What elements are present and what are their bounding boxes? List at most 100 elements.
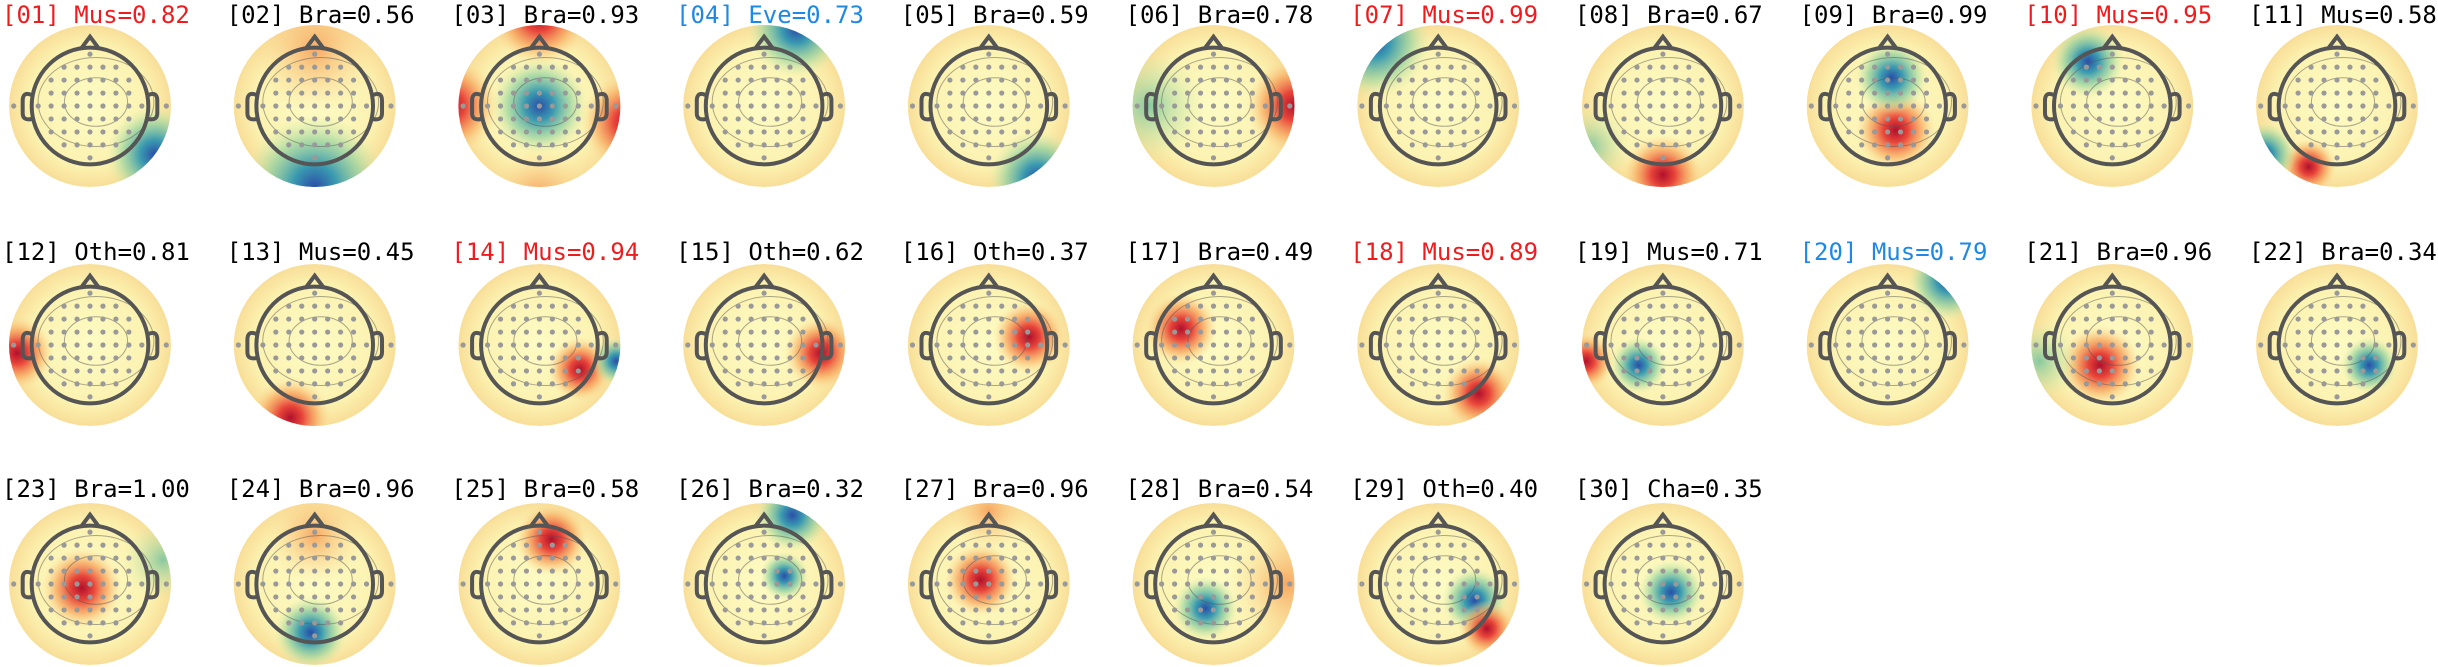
electrode bbox=[312, 568, 318, 574]
electrode bbox=[1660, 581, 1666, 587]
electrode bbox=[1038, 103, 1044, 109]
contour bbox=[1835, 56, 1953, 148]
electrode bbox=[1910, 329, 1917, 335]
electrode bbox=[973, 129, 979, 135]
electrode bbox=[1448, 329, 1454, 335]
electrode bbox=[2334, 142, 2340, 148]
topomap bbox=[2256, 25, 2418, 187]
electrode bbox=[299, 90, 305, 96]
nose bbox=[753, 33, 775, 50]
electrode bbox=[1236, 129, 1243, 135]
electrode bbox=[575, 90, 581, 96]
electrode bbox=[947, 77, 953, 83]
electrode bbox=[1461, 368, 1467, 374]
electrode bbox=[1647, 342, 1653, 348]
electrode bbox=[1396, 581, 1402, 587]
electrode bbox=[960, 568, 966, 574]
electrode bbox=[510, 342, 517, 348]
electrode bbox=[549, 581, 555, 587]
electrode bbox=[1660, 381, 1666, 387]
electrode bbox=[350, 342, 357, 348]
electrode bbox=[350, 368, 357, 374]
electrode bbox=[1461, 64, 1467, 70]
ear bbox=[2267, 91, 2280, 122]
electrode bbox=[1172, 555, 1178, 561]
topomap-blob bbox=[756, 503, 829, 552]
electrode bbox=[2122, 77, 2128, 83]
electrode bbox=[1647, 355, 1653, 361]
electrode bbox=[1435, 329, 1441, 335]
electrode bbox=[1686, 77, 1692, 83]
electrode bbox=[87, 542, 93, 548]
electrode bbox=[1210, 316, 1217, 322]
electrode bbox=[273, 581, 279, 587]
nose bbox=[753, 272, 775, 289]
topomap bbox=[1806, 264, 1969, 426]
electrode bbox=[1885, 51, 1891, 57]
ear bbox=[245, 569, 258, 600]
electrode bbox=[1223, 381, 1230, 387]
head-outline bbox=[1377, 45, 1499, 167]
electrode bbox=[126, 329, 132, 335]
electrode bbox=[1808, 342, 1814, 348]
electrode bbox=[325, 142, 331, 148]
electrode bbox=[735, 607, 741, 613]
electrode bbox=[286, 342, 292, 348]
topomap-blob bbox=[760, 551, 809, 601]
electrode bbox=[1686, 381, 1692, 387]
contour bbox=[1187, 77, 1252, 127]
electrode bbox=[1461, 116, 1467, 122]
electrode bbox=[74, 368, 80, 374]
ear bbox=[821, 91, 834, 122]
electrode bbox=[286, 581, 292, 587]
contour bbox=[37, 295, 155, 387]
electrode bbox=[338, 594, 344, 600]
electrode bbox=[722, 316, 728, 322]
electrode bbox=[536, 342, 543, 348]
electrode bbox=[113, 329, 119, 335]
electrode bbox=[549, 342, 555, 348]
electrode bbox=[1236, 303, 1243, 309]
electrode bbox=[1699, 555, 1705, 561]
electrode bbox=[113, 607, 119, 613]
electrode bbox=[1062, 581, 1068, 587]
electrode bbox=[1396, 355, 1402, 361]
electrode bbox=[1736, 103, 1742, 109]
electrode bbox=[1012, 620, 1018, 626]
electrode bbox=[1435, 142, 1441, 148]
electrode bbox=[575, 129, 581, 135]
head-outline bbox=[1827, 45, 1948, 167]
electrode bbox=[1409, 142, 1415, 148]
electrode bbox=[1422, 77, 1428, 83]
electrode bbox=[312, 90, 318, 96]
electrode bbox=[1223, 329, 1230, 335]
electrode bbox=[523, 342, 530, 348]
electrode bbox=[787, 581, 793, 587]
electrode bbox=[325, 542, 331, 548]
electrode bbox=[523, 555, 530, 561]
electrode bbox=[1249, 342, 1255, 348]
electrode bbox=[1461, 555, 1467, 561]
contour bbox=[1610, 534, 1728, 626]
electrode bbox=[1699, 116, 1705, 122]
electrode bbox=[549, 142, 555, 148]
electrode bbox=[1287, 342, 1293, 348]
ear bbox=[2394, 91, 2407, 122]
electrode bbox=[1910, 90, 1917, 96]
electrode bbox=[74, 607, 80, 613]
electrode bbox=[1621, 329, 1627, 335]
electrode bbox=[2321, 116, 2327, 122]
electrode bbox=[1210, 116, 1217, 122]
electrode bbox=[536, 116, 543, 122]
head-outline bbox=[2276, 45, 2398, 167]
electrode bbox=[774, 607, 780, 613]
electrode bbox=[273, 555, 279, 561]
electrode bbox=[761, 581, 767, 587]
electrode bbox=[273, 103, 279, 109]
electrode bbox=[1872, 77, 1878, 83]
contour bbox=[1412, 555, 1477, 605]
electrode bbox=[960, 77, 966, 83]
electrode bbox=[1422, 103, 1428, 109]
electrode bbox=[338, 555, 344, 561]
electrode bbox=[1396, 607, 1402, 613]
